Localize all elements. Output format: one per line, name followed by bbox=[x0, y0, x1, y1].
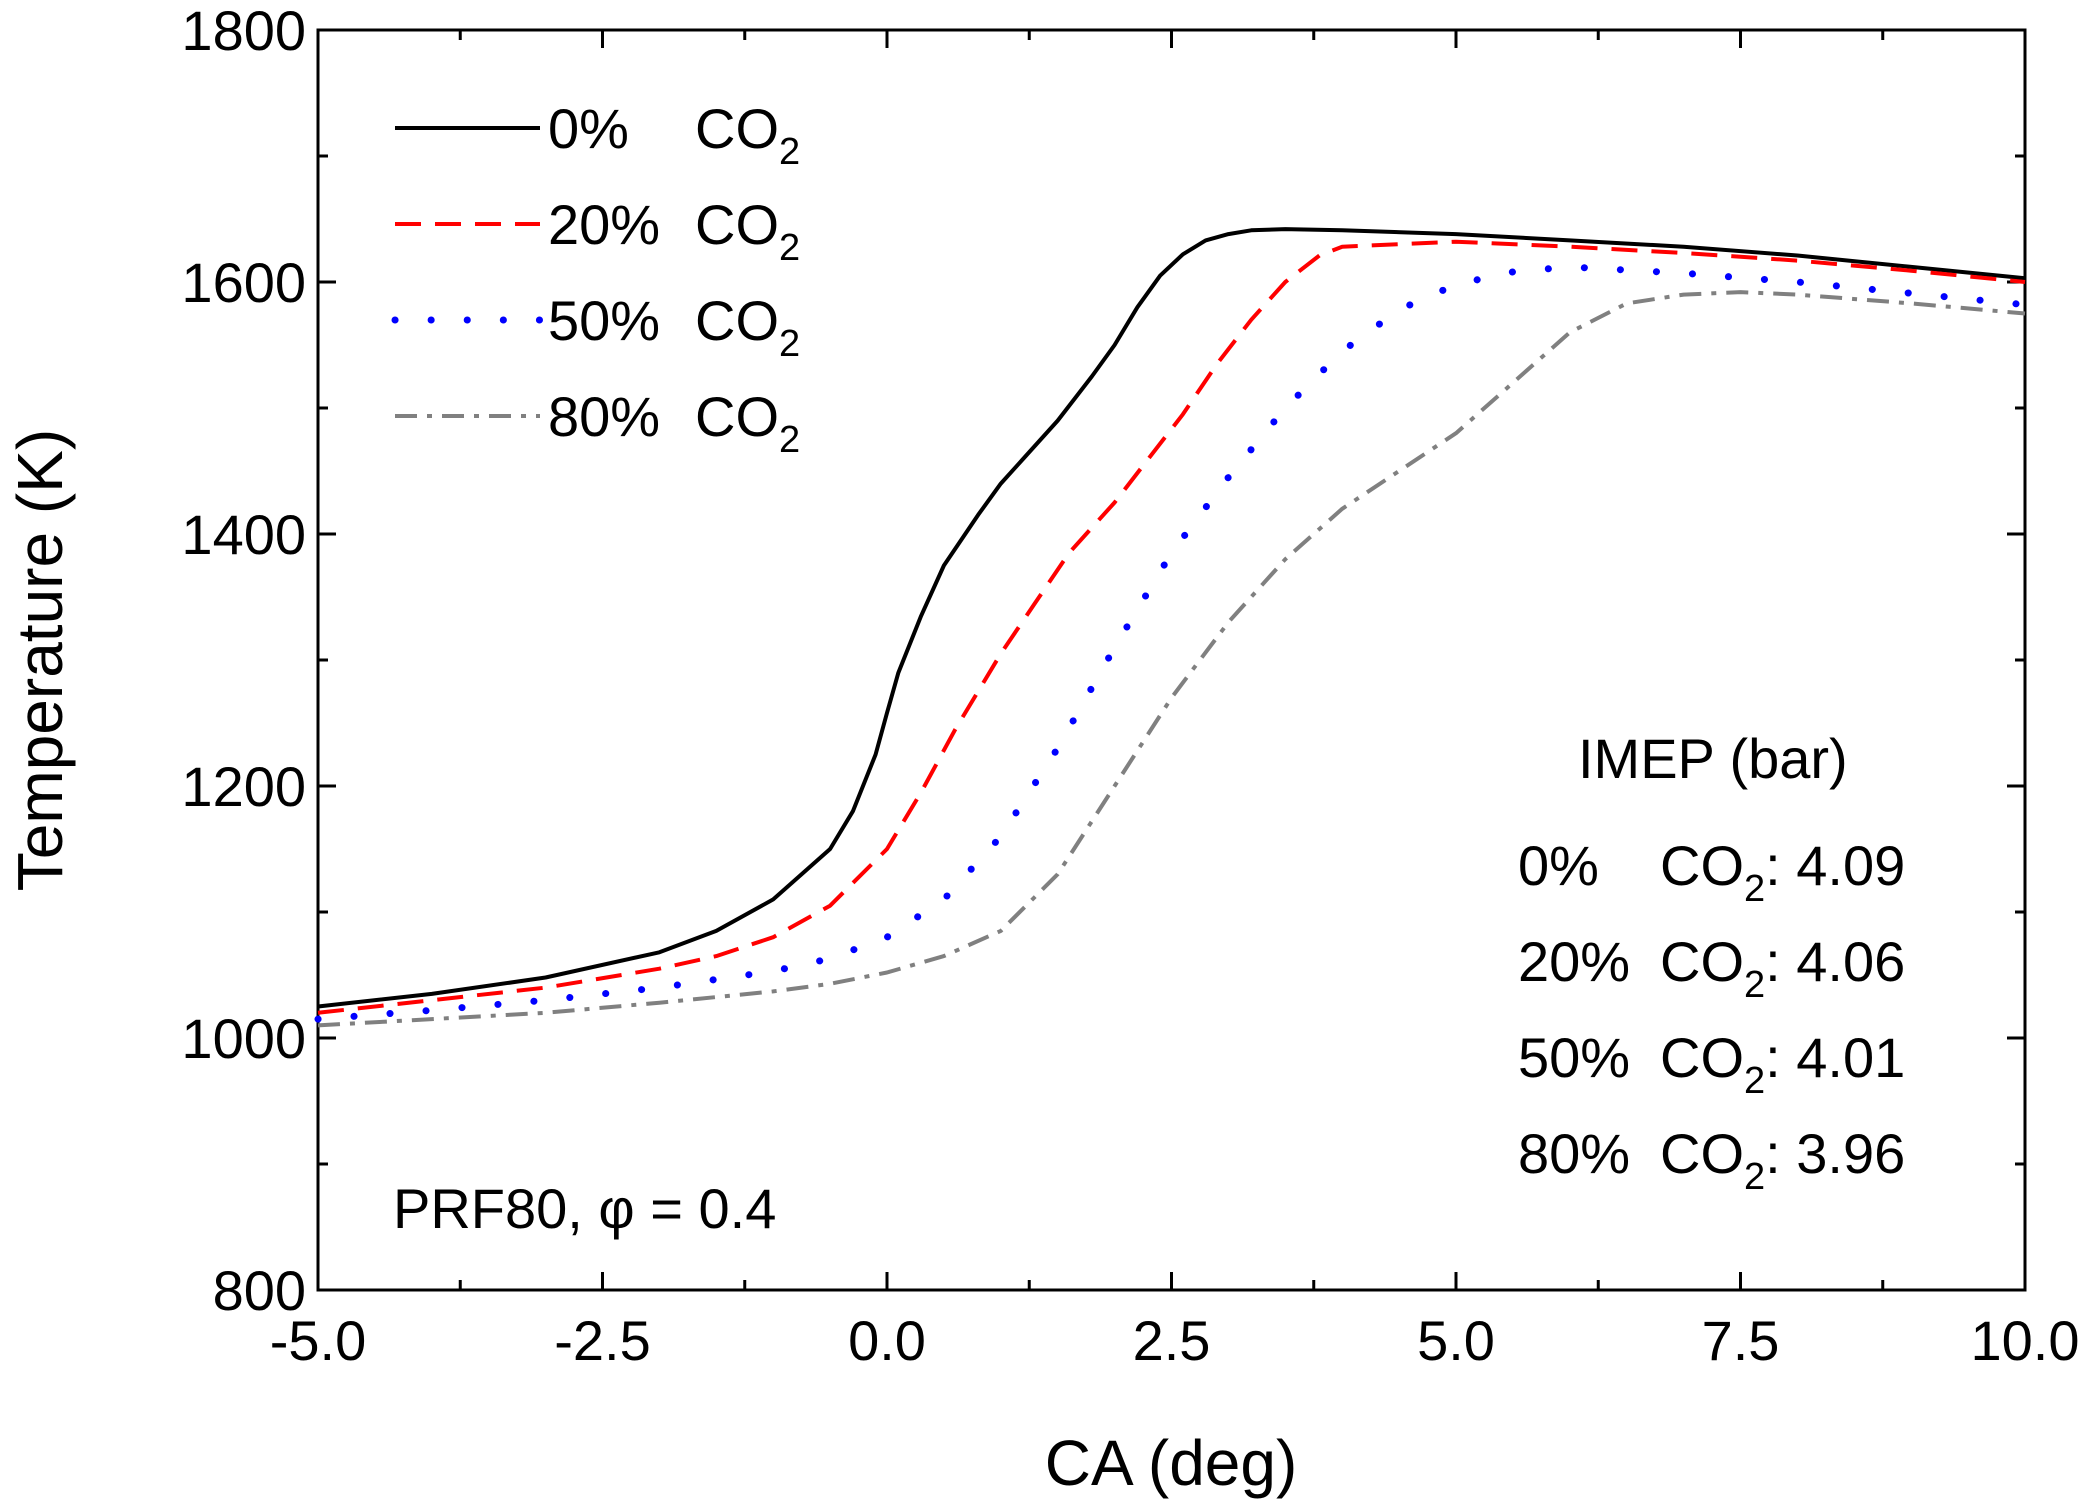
legend-pct: 20% bbox=[548, 193, 660, 256]
imep-value: : 3.96 bbox=[1765, 1122, 1905, 1185]
y-tick-label: 1800 bbox=[181, 0, 306, 62]
imep-title: IMEP (bar) bbox=[1578, 727, 1848, 790]
x-tick-label: 0.0 bbox=[848, 1309, 926, 1372]
legend-subscript: 2 bbox=[779, 131, 800, 173]
series-line-1 bbox=[317, 239, 2026, 1015]
imep-row-1: 20% CO2: 4.06 bbox=[1518, 930, 1905, 1006]
phi-value: = 0.4 bbox=[635, 1177, 777, 1240]
imep-subscript: 2 bbox=[1744, 964, 1765, 1006]
legend-subscript: 2 bbox=[779, 323, 800, 365]
legend-species: CO bbox=[695, 289, 779, 352]
y-tick-label: 800 bbox=[213, 1259, 306, 1322]
imep-pct: 0% bbox=[1518, 834, 1599, 897]
legend-label-1: 20% CO2 bbox=[548, 193, 800, 269]
series-lines bbox=[314, 227, 2029, 1028]
phi-symbol: φ bbox=[598, 1177, 634, 1240]
fuel-annotation: PRF80, φ = 0.4 bbox=[393, 1177, 776, 1240]
x-tick-label: -2.5 bbox=[554, 1309, 651, 1372]
y-tick-label: 1000 bbox=[181, 1007, 306, 1070]
y-tick-label: 1200 bbox=[181, 755, 306, 818]
x-tick-label: 10.0 bbox=[1971, 1309, 2080, 1372]
x-tick-label: 2.5 bbox=[1133, 1309, 1211, 1372]
imep-value: : 4.01 bbox=[1765, 1026, 1905, 1089]
legend-label-2: 50% CO2 bbox=[548, 289, 800, 365]
fuel-label: PRF80, bbox=[393, 1177, 598, 1240]
y-tick-label: 1400 bbox=[181, 503, 306, 566]
x-tick-label: 5.0 bbox=[1417, 1309, 1495, 1372]
imep-row-2: 50% CO2: 4.01 bbox=[1518, 1026, 1905, 1102]
y-axis-label: Temperature (K) bbox=[4, 429, 76, 891]
imep-subscript: 2 bbox=[1744, 1156, 1765, 1198]
x-tick-label: 7.5 bbox=[1702, 1309, 1780, 1372]
imep-species: CO bbox=[1660, 930, 1744, 993]
legend-species: CO bbox=[695, 97, 779, 160]
imep-pct: 80% bbox=[1518, 1122, 1630, 1185]
legend-subscript: 2 bbox=[779, 419, 800, 461]
imep-subscript: 2 bbox=[1744, 868, 1765, 910]
x-axis-label: CA (deg) bbox=[1045, 1427, 1298, 1499]
series-line-2 bbox=[314, 263, 2029, 1023]
imep-species: CO bbox=[1660, 1122, 1744, 1185]
legend-pct: 0% bbox=[548, 97, 629, 160]
imep-species: CO bbox=[1660, 834, 1744, 897]
imep-value: : 4.06 bbox=[1765, 930, 1905, 993]
x-tick-label: -5.0 bbox=[270, 1309, 367, 1372]
series-line-0 bbox=[317, 227, 2026, 1009]
imep-pct: 50% bbox=[1518, 1026, 1630, 1089]
imep-row-0: 0% CO2: 4.09 bbox=[1518, 834, 1905, 910]
imep-row-3: 80% CO2: 3.96 bbox=[1518, 1122, 1905, 1198]
legend-species: CO bbox=[695, 193, 779, 256]
legend-label-3: 80% CO2 bbox=[548, 385, 800, 461]
imep-pct: 20% bbox=[1518, 930, 1630, 993]
series-line-3 bbox=[317, 290, 2026, 1028]
imep-subscript: 2 bbox=[1744, 1060, 1765, 1102]
x-axis-ticks: -5.0 -2.5 0.0 2.5 5.0 7.5 10.0 bbox=[270, 30, 2080, 1372]
legend-pct: 50% bbox=[548, 289, 660, 352]
imep-species: CO bbox=[1660, 1026, 1744, 1089]
y-tick-label: 1600 bbox=[181, 251, 306, 314]
legend-label-0: 0% CO2 bbox=[548, 97, 800, 173]
y-axis-ticks: 800 1000 1200 1400 1600 1800 bbox=[181, 0, 2025, 1322]
legend-species: CO bbox=[695, 385, 779, 448]
legend-pct: 80% bbox=[548, 385, 660, 448]
legend-subscript: 2 bbox=[779, 227, 800, 269]
imep-value: : 4.09 bbox=[1765, 834, 1905, 897]
